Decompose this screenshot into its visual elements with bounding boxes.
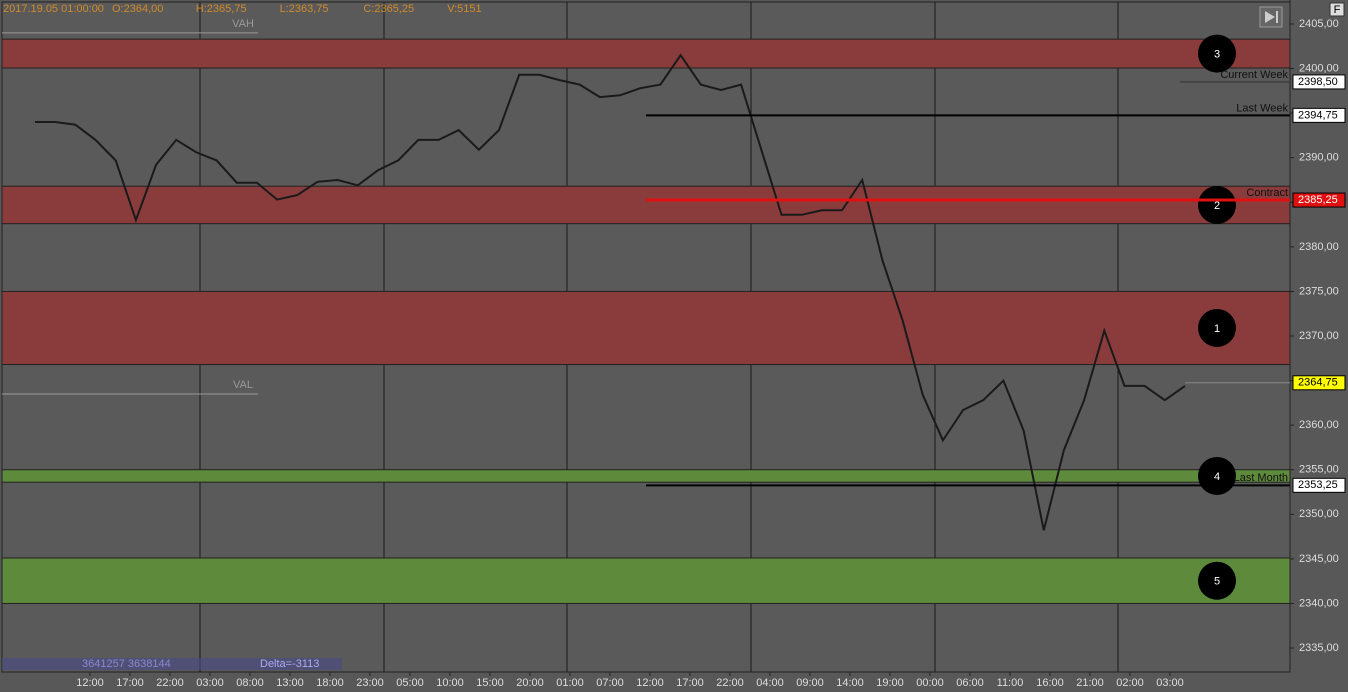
x-tick-label: 08:00: [236, 677, 264, 689]
zone-badge: [1198, 185, 1236, 224]
zone-badge-label: 1: [1214, 323, 1220, 335]
zone: [1, 185, 1291, 225]
x-tick-label: 20:00: [516, 677, 544, 689]
x-tick-label: 16:00: [1036, 677, 1064, 689]
value-area-label: VAL: [233, 379, 253, 391]
x-tick-label: 02:00: [1116, 677, 1144, 689]
header-info: C:2365,25: [363, 3, 414, 15]
level-name: Last Month: [1234, 472, 1288, 484]
header-info: H:2365,75: [196, 3, 247, 15]
zone-badge: [1198, 308, 1236, 347]
x-tick-label: 22:00: [716, 677, 744, 689]
x-tick-label: 09:00: [796, 677, 824, 689]
header-info: O:2364,00: [112, 3, 163, 15]
y-tick-label: 2360,00: [1299, 419, 1339, 431]
level-value-box: [1292, 107, 1346, 123]
zone-badge-label: 3: [1214, 48, 1220, 60]
value-area-label: VAH: [232, 18, 254, 30]
zone-badge-label: 2: [1214, 200, 1220, 212]
x-tick-label: 18:00: [316, 677, 344, 689]
level-value-label: 2394,75: [1298, 109, 1338, 121]
y-tick-label: 2370,00: [1299, 330, 1339, 342]
zone: [1, 469, 1291, 483]
x-tick-label: 10:00: [436, 677, 464, 689]
x-tick-label: 12:00: [76, 677, 104, 689]
price-line: [35, 53, 1186, 531]
zone-badge: [1198, 34, 1236, 73]
play-icon[interactable]: [1259, 6, 1283, 28]
x-tick-label: 23:00: [356, 677, 384, 689]
x-tick-label: 01:00: [556, 677, 584, 689]
x-tick-label: 11:00: [997, 677, 1024, 689]
x-tick-label: 15:00: [476, 677, 504, 689]
zone: [1, 557, 1291, 604]
play-glyph: [1265, 11, 1278, 23]
x-tick-label: 06:00: [956, 677, 984, 689]
level-value-box: [1292, 74, 1346, 90]
corner-button-label[interactable]: F: [1334, 4, 1341, 16]
y-tick-label: 2345,00: [1299, 553, 1339, 565]
x-tick-label: 00:00: [916, 677, 944, 689]
zone-badge: [1198, 561, 1236, 600]
level-value-label: 2353,25: [1298, 479, 1338, 491]
y-tick-label: 2405,00: [1299, 18, 1339, 30]
x-tick-label: 17:00: [116, 677, 144, 689]
x-tick-label: 05:00: [396, 677, 424, 689]
level-value-box: [1292, 477, 1346, 493]
x-tick-label: 12:00: [636, 677, 664, 689]
zone-badge-label: 5: [1214, 576, 1220, 588]
footer-delta: Delta=-3113: [260, 658, 319, 670]
header-info: V:5151: [447, 3, 481, 15]
x-tick-label: 13:00: [276, 677, 304, 689]
x-tick-label: 21:00: [1076, 677, 1104, 689]
level-value-box: [1292, 192, 1346, 208]
x-tick-label: 14:00: [836, 677, 864, 689]
x-tick-label: 22:00: [156, 677, 184, 689]
level-name: Current Week: [1220, 69, 1288, 81]
y-tick-label: 2355,00: [1299, 464, 1339, 476]
header-info: 2017.19.05 01:00:00: [3, 3, 104, 15]
level-value-label: 2398,50: [1298, 76, 1338, 88]
footer-bar: [2, 658, 342, 670]
x-tick-label: 03:00: [1156, 677, 1184, 689]
y-tick-label: 2335,00: [1299, 642, 1339, 654]
level-name: Contract: [1246, 187, 1288, 199]
header-info: L:2363,75: [280, 3, 329, 15]
y-tick-label: 2390,00: [1299, 152, 1339, 164]
y-tick-label: 2380,00: [1299, 241, 1339, 253]
zone-badge-label: 4: [1214, 471, 1220, 483]
last-price-label: 2364,75: [1298, 377, 1338, 389]
y-tick-label: 2400,00: [1299, 62, 1339, 74]
level-value-label: 2385,25: [1298, 194, 1338, 206]
y-tick-label: 2375,00: [1299, 285, 1339, 297]
x-tick-label: 03:00: [196, 677, 224, 689]
footer-volumes: 3641257 3638144: [82, 658, 171, 670]
corner-button[interactable]: [1329, 2, 1345, 17]
x-tick-label: 17:00: [676, 677, 704, 689]
y-tick-label: 2340,00: [1299, 597, 1339, 609]
level-name: Last Week: [1236, 102, 1288, 114]
x-tick-label: 07:00: [596, 677, 624, 689]
x-tick-label: 19:00: [876, 677, 904, 689]
y-tick-label: 2350,00: [1299, 508, 1339, 520]
x-tick-label: 04:00: [756, 677, 784, 689]
zone: [1, 38, 1291, 69]
last-price-box: [1292, 375, 1346, 391]
